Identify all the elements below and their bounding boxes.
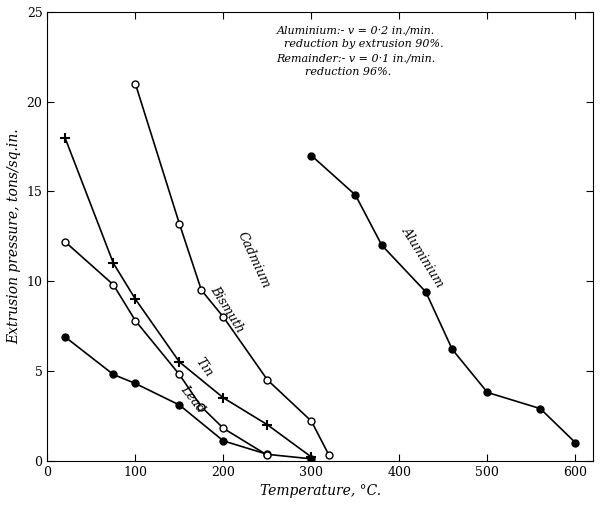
X-axis label: Temperature, °C.: Temperature, °C. xyxy=(260,484,381,498)
Text: Bismuth: Bismuth xyxy=(208,284,247,335)
Text: Tin: Tin xyxy=(193,356,215,380)
Text: Aluminium: Aluminium xyxy=(400,225,447,290)
Y-axis label: Extrusion pressure, tons/sq.in.: Extrusion pressure, tons/sq.in. xyxy=(7,128,21,344)
Text: Lead: Lead xyxy=(178,383,207,416)
Text: Cadmium: Cadmium xyxy=(235,229,272,290)
Text: Aluminium:- v = 0·2 in./min.
  reduction by extrusion 90%.
Remainder:- v = 0·1 i: Aluminium:- v = 0·2 in./min. reduction b… xyxy=(277,25,443,77)
